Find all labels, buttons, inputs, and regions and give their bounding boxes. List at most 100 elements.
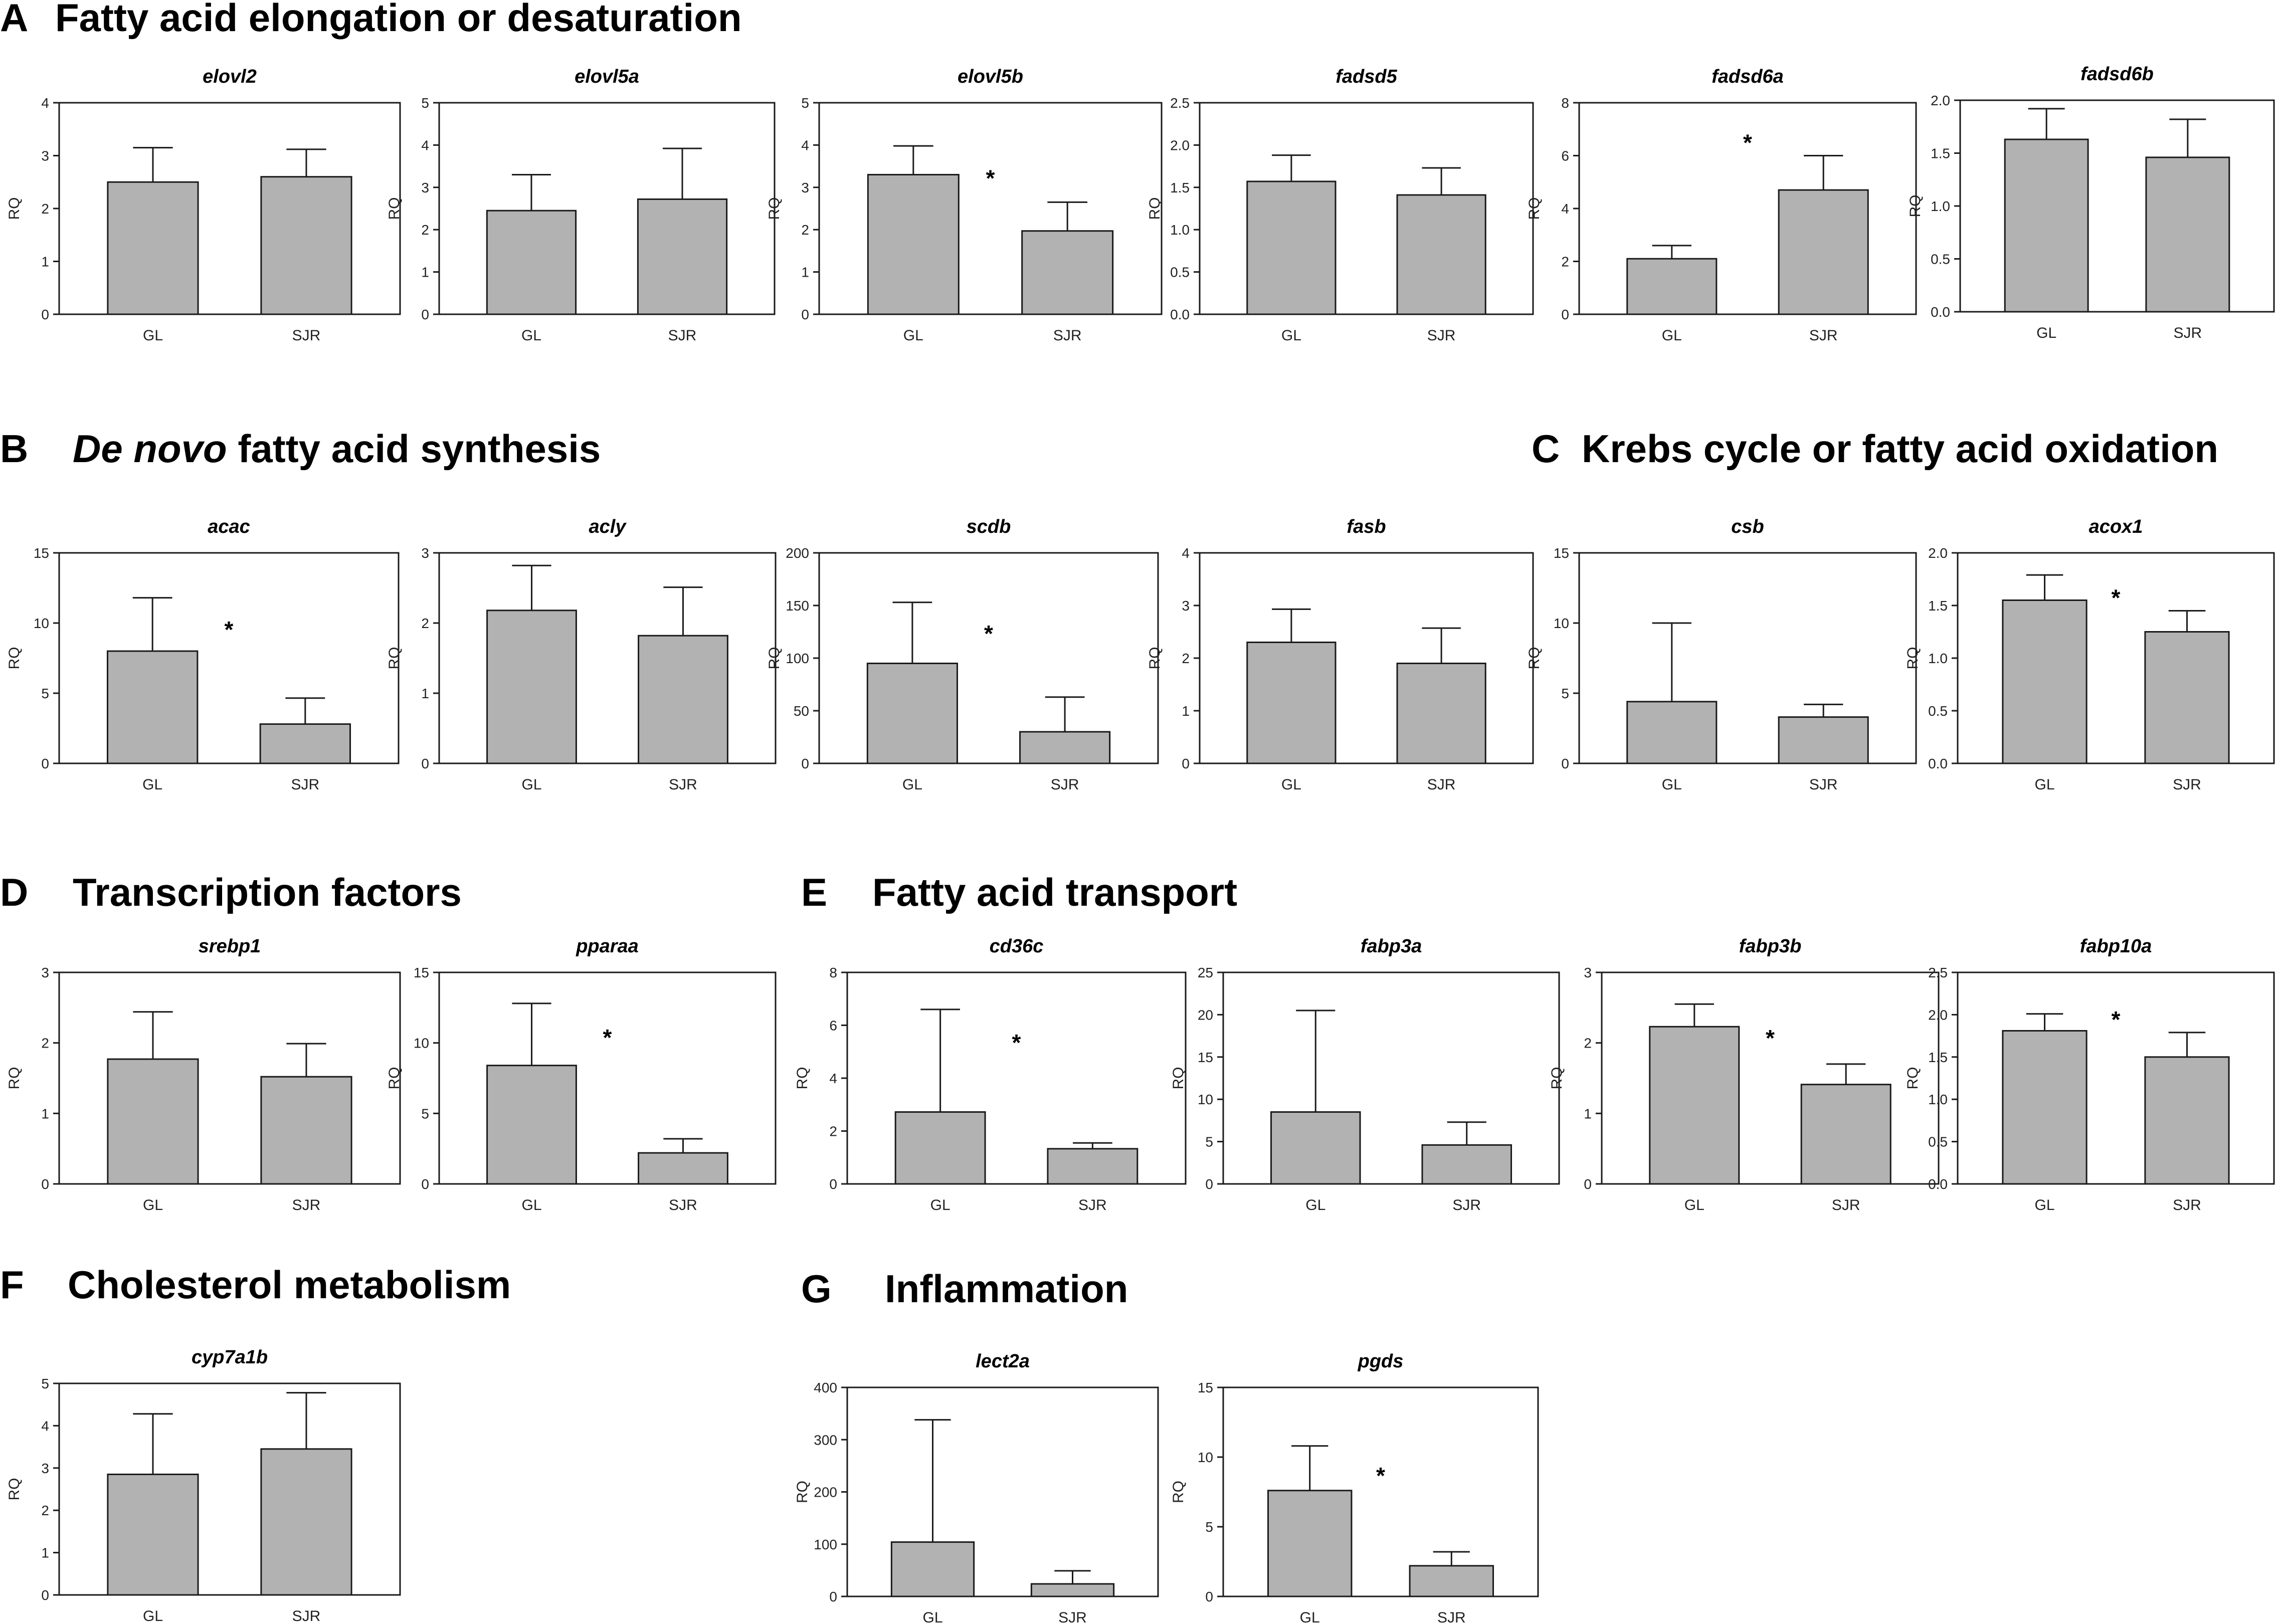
y-tick-label: 8 <box>1561 95 1569 111</box>
x-category-label: GL <box>143 327 163 344</box>
y-tick-label: 100 <box>786 651 809 666</box>
y-tick-label: 2.0 <box>1931 93 1950 108</box>
section-b-title-italic: De novo <box>73 427 227 471</box>
bar-gl <box>1246 642 1337 764</box>
y-axis-label: RQ <box>6 647 23 670</box>
bar-sjr <box>1019 731 1111 764</box>
y-tick-label: 2 <box>421 222 429 238</box>
chart-title: fadsd5 <box>1336 66 1397 87</box>
bar-gl <box>486 1065 577 1185</box>
bar-sjr <box>2144 631 2230 764</box>
bar-sjr <box>638 635 728 764</box>
x-category-label: GL <box>930 1197 951 1213</box>
chart-title: lect2a <box>976 1351 1030 1372</box>
panel-fadsd6a: fadsd6a RQ 0 2 4 6 8 GL SJR * <box>1526 66 1917 344</box>
y-tick-label: 1 <box>801 265 809 280</box>
y-tick-label: 2 <box>41 1036 49 1051</box>
y-tick-label: 0.0 <box>1928 1176 1948 1192</box>
section-a-header: A Fatty acid elongation or desaturation <box>0 0 742 40</box>
x-category-label: GL <box>902 776 922 793</box>
y-tick-label: 1 <box>421 686 429 701</box>
section-d-header: D Transcription factors <box>0 870 462 914</box>
x-category-label: SJR <box>1809 327 1838 344</box>
bar-gl <box>2002 599 2088 764</box>
y-tick-label: 5 <box>41 1376 49 1391</box>
bar-gl <box>486 610 577 764</box>
y-tick-label: 5 <box>1205 1134 1213 1150</box>
y-tick-label: 10 <box>1198 1092 1213 1107</box>
x-category-label: SJR <box>292 1197 321 1213</box>
y-tick-label: 1.0 <box>1928 651 1948 666</box>
y-tick-label: 2.0 <box>1928 545 1948 561</box>
y-tick-label: 0 <box>801 307 809 322</box>
bar-sjr <box>1409 1565 1494 1597</box>
x-category-label: SJR <box>1058 1609 1087 1624</box>
x-category-label: SJR <box>669 776 697 793</box>
panel-cyp7a1b: cyp7a1b RQ 0 1 2 3 4 5 GL SJR <box>6 1347 401 1624</box>
section-g-title: Inflammation <box>885 1267 1128 1311</box>
significance-marker: * <box>2112 585 2121 611</box>
y-tick-label: 8 <box>829 965 837 980</box>
y-axis-label: RQ <box>386 197 403 220</box>
bar-gl <box>866 663 958 764</box>
panel-scdb: scdb RQ 0 50 100 150 200 GL SJR * <box>766 516 1159 793</box>
bar-sjr <box>1421 1144 1512 1185</box>
significance-marker: * <box>1743 130 1752 156</box>
significance-marker: * <box>1766 1025 1775 1051</box>
y-tick-label: 0 <box>1182 756 1190 771</box>
y-tick-label: 2 <box>829 1124 837 1139</box>
bar-gl <box>107 181 199 315</box>
chart-title: fabp3b <box>1739 936 1802 957</box>
x-category-label: GL <box>1305 1197 1325 1213</box>
bar-gl <box>2002 1030 2088 1185</box>
y-tick-label: 2 <box>1561 254 1569 270</box>
y-tick-label: 2.5 <box>1170 95 1190 111</box>
chart-title: fadsd6b <box>2080 64 2154 85</box>
y-axis-label: RQ <box>766 647 783 670</box>
plot-frame <box>1222 971 1560 1185</box>
panel-elovl5b: elovl5b RQ 0 1 2 3 4 5 GL SJR * <box>766 66 1163 344</box>
bar-gl <box>106 650 199 764</box>
panel-acac: acac RQ 0 5 10 15 GL SJR * <box>6 516 400 793</box>
section-f-title: Cholesterol metabolism <box>68 1263 511 1307</box>
y-tick-label: 0 <box>41 1176 49 1192</box>
significance-marker: * <box>1376 1463 1385 1489</box>
y-tick-label: 3 <box>41 965 49 980</box>
section-b-letter: B <box>0 427 28 471</box>
significance-marker: * <box>986 165 995 191</box>
y-tick-label: 1.0 <box>1931 198 1950 214</box>
section-b-header: B De novo fatty acid synthesis <box>0 427 601 471</box>
panel-acly: acly RQ 0 1 2 3 GL SJR <box>386 516 777 793</box>
y-tick-label: 0 <box>421 1176 429 1192</box>
y-tick-label: 5 <box>421 95 429 111</box>
bar-gl <box>1270 1111 1361 1185</box>
plot-frame <box>58 552 400 764</box>
y-tick-label: 1 <box>1584 1106 1592 1121</box>
bar-gl <box>1267 1490 1353 1597</box>
chart-title: fabp10a <box>2080 936 2152 957</box>
y-tick-label: 3 <box>801 180 809 195</box>
significance-marker: * <box>225 617 234 643</box>
x-category-label: GL <box>2035 776 2055 793</box>
bar-gl <box>890 1541 975 1597</box>
y-axis-label: RQ <box>1147 647 1163 670</box>
bar-gl <box>1246 180 1337 315</box>
chart-title: elovl5a <box>575 66 639 87</box>
section-e-header: E Fatty acid transport <box>801 870 1237 914</box>
chart-title: elovl5b <box>958 66 1023 87</box>
y-axis-label: RQ <box>6 1478 23 1501</box>
y-tick-label: 5 <box>801 95 809 111</box>
y-axis-label: RQ <box>794 1481 811 1503</box>
x-category-label: GL <box>142 776 162 793</box>
y-tick-label: 2 <box>1182 651 1190 666</box>
y-tick-label: 1.5 <box>1928 598 1948 614</box>
bar-sjr <box>260 1448 352 1596</box>
chart-title: srebp1 <box>199 936 261 957</box>
x-category-label: SJR <box>1809 776 1838 793</box>
section-e-letter: E <box>801 870 827 914</box>
section-f-letter: F <box>0 1263 24 1307</box>
y-tick-label: 2 <box>41 201 49 217</box>
x-category-label: GL <box>1300 1609 1320 1624</box>
section-c-letter: C <box>1532 427 1560 471</box>
y-tick-label: 20 <box>1198 1007 1213 1023</box>
